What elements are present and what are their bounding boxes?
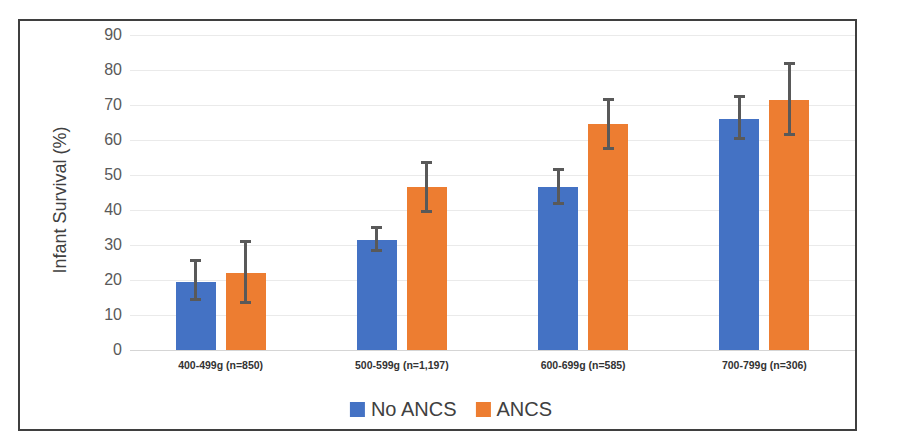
y-tick-label: 0 bbox=[78, 342, 122, 358]
y-tick-label: 10 bbox=[78, 307, 122, 323]
error-bar bbox=[557, 170, 560, 203]
error-bar-cap bbox=[784, 133, 795, 136]
error-bar bbox=[375, 228, 378, 251]
x-axis-label: 700-799g (n=306) bbox=[674, 359, 855, 371]
error-bar-cap bbox=[603, 98, 614, 101]
error-bar bbox=[788, 63, 791, 135]
error-bar-cap bbox=[603, 147, 614, 150]
bar-no-ancs bbox=[357, 240, 397, 350]
x-axis-label: 500-599g (n=1,197) bbox=[311, 359, 492, 371]
error-bar bbox=[607, 100, 610, 149]
x-axis-label: 600-699g (n=585) bbox=[493, 359, 674, 371]
error-bar-cap bbox=[240, 301, 251, 304]
gridline bbox=[130, 70, 855, 71]
chart-border-box: 0 10 20 30 40 50 60 70 80 90 400-499g (n=850)500-5… bbox=[18, 19, 857, 431]
error-bar-cap bbox=[190, 259, 201, 262]
legend-item-no-ancs: No ANCS bbox=[350, 399, 457, 419]
plot-area: 0 10 20 30 40 50 60 70 80 90 400-499g (n=850)500-5… bbox=[20, 21, 855, 429]
error-bar-cap bbox=[371, 249, 382, 252]
legend-swatch bbox=[350, 402, 365, 417]
error-bar-cap bbox=[421, 161, 432, 164]
x-axis-label: 400-499g (n=850) bbox=[130, 359, 311, 371]
legend-swatch bbox=[476, 402, 491, 417]
legend-label: No ANCS bbox=[371, 399, 457, 419]
y-tick-label: 30 bbox=[78, 237, 122, 253]
error-bar bbox=[738, 96, 741, 138]
bar-ancs bbox=[588, 124, 628, 350]
gridline bbox=[130, 350, 855, 351]
error-bar-cap bbox=[421, 210, 432, 213]
error-bar-cap bbox=[371, 226, 382, 229]
y-axis-title: Infant Survival (%) bbox=[50, 126, 71, 273]
error-bar-cap bbox=[553, 202, 564, 205]
gridline bbox=[130, 105, 855, 106]
chart-figure: 0 10 20 30 40 50 60 70 80 90 400-499g (n=850)500-5… bbox=[0, 0, 898, 442]
y-tick-label: 70 bbox=[78, 97, 122, 113]
legend-label: ANCS bbox=[497, 399, 553, 419]
error-bar-cap bbox=[190, 298, 201, 301]
y-tick-label: 90 bbox=[78, 27, 122, 43]
legend: No ANCS ANCS bbox=[350, 399, 552, 419]
legend-item-ancs: ANCS bbox=[476, 399, 553, 419]
error-bar-cap bbox=[734, 137, 745, 140]
gridline bbox=[130, 35, 855, 36]
y-tick-label: 60 bbox=[78, 132, 122, 148]
error-bar-cap bbox=[784, 62, 795, 65]
y-tick-label: 50 bbox=[78, 167, 122, 183]
error-bar-cap bbox=[240, 240, 251, 243]
error-bar bbox=[244, 242, 247, 303]
error-bar-cap bbox=[734, 95, 745, 98]
error-bar bbox=[194, 261, 197, 300]
error-bar-cap bbox=[553, 168, 564, 171]
error-bar bbox=[425, 163, 428, 212]
y-tick-label: 20 bbox=[78, 272, 122, 288]
bar-no-ancs bbox=[719, 119, 759, 350]
y-tick-label: 80 bbox=[78, 62, 122, 78]
bar-no-ancs bbox=[538, 187, 578, 350]
bar-ancs bbox=[769, 100, 809, 350]
y-tick-label: 40 bbox=[78, 202, 122, 218]
